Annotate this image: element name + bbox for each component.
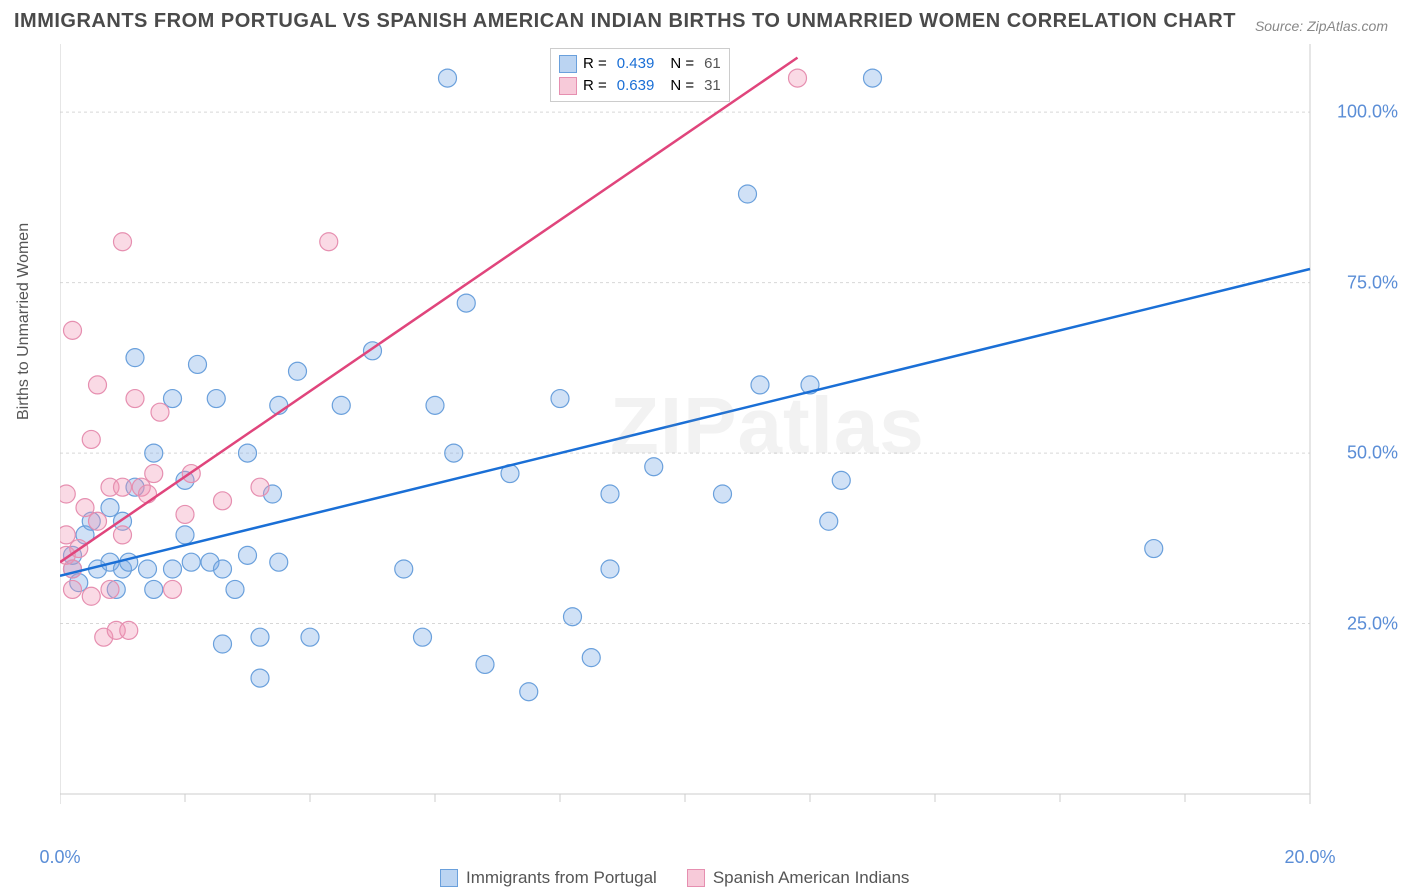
n-value: 61 — [704, 53, 721, 75]
plot-area — [60, 44, 1350, 834]
y-tick-label: 100.0% — [1337, 102, 1398, 123]
point-portugal — [120, 553, 138, 571]
point-spanish — [89, 376, 107, 394]
x-tick-label: 20.0% — [1284, 847, 1335, 868]
legend-swatch — [559, 55, 577, 73]
point-portugal — [1145, 540, 1163, 558]
legend-label: Immigrants from Portugal — [466, 868, 657, 888]
point-portugal — [457, 294, 475, 312]
point-spanish — [320, 233, 338, 251]
point-portugal — [551, 390, 569, 408]
point-portugal — [820, 512, 838, 530]
point-portugal — [239, 444, 257, 462]
point-portugal — [251, 628, 269, 646]
point-portugal — [476, 655, 494, 673]
point-portugal — [251, 669, 269, 687]
point-spanish — [789, 69, 807, 87]
point-portugal — [564, 608, 582, 626]
point-portugal — [414, 628, 432, 646]
point-portugal — [864, 69, 882, 87]
point-spanish — [151, 403, 169, 421]
n-value: 31 — [704, 75, 721, 97]
point-portugal — [214, 560, 232, 578]
r-value: 0.639 — [617, 75, 655, 97]
point-portugal — [301, 628, 319, 646]
point-portugal — [270, 553, 288, 571]
point-spanish — [114, 526, 132, 544]
point-portugal — [139, 560, 157, 578]
point-portugal — [189, 355, 207, 373]
y-axis-label: Births to Unmarried Women — [15, 223, 33, 420]
legend-series: Immigrants from Portugal Spanish American… — [440, 868, 909, 888]
point-spanish — [60, 485, 75, 503]
point-portugal — [395, 560, 413, 578]
point-spanish — [164, 580, 182, 598]
trendline-portugal — [60, 269, 1310, 576]
point-portugal — [332, 396, 350, 414]
point-spanish — [139, 485, 157, 503]
point-portugal — [176, 526, 194, 544]
point-portugal — [601, 560, 619, 578]
correlation-chart — [60, 44, 1350, 834]
point-portugal — [289, 362, 307, 380]
y-tick-label: 75.0% — [1347, 272, 1398, 293]
point-portugal — [145, 580, 163, 598]
n-label: N = — [670, 53, 694, 75]
point-spanish — [64, 580, 82, 598]
point-portugal — [207, 390, 225, 408]
point-spanish — [214, 492, 232, 510]
legend-swatch — [440, 869, 458, 887]
point-portugal — [426, 396, 444, 414]
point-spanish — [120, 621, 138, 639]
legend-item: Immigrants from Portugal — [440, 868, 657, 888]
point-portugal — [582, 649, 600, 667]
legend-item: Spanish American Indians — [687, 868, 910, 888]
point-spanish — [82, 430, 100, 448]
point-spanish — [176, 505, 194, 523]
y-tick-label: 25.0% — [1347, 613, 1398, 634]
point-portugal — [714, 485, 732, 503]
chart-title: IMMIGRANTS FROM PORTUGAL VS SPANISH AMER… — [14, 10, 1236, 33]
legend-swatch — [687, 869, 705, 887]
point-portugal — [601, 485, 619, 503]
point-portugal — [182, 553, 200, 571]
point-portugal — [439, 69, 457, 87]
point-spanish — [76, 499, 94, 517]
legend-stat-row: R = 0.639 N = 31 — [559, 75, 721, 97]
point-spanish — [89, 512, 107, 530]
point-portugal — [214, 635, 232, 653]
legend-swatch — [559, 77, 577, 95]
r-value: 0.439 — [617, 53, 655, 75]
n-label: N = — [670, 75, 694, 97]
point-portugal — [445, 444, 463, 462]
point-portugal — [739, 185, 757, 203]
legend-label: Spanish American Indians — [713, 868, 910, 888]
point-portugal — [520, 683, 538, 701]
legend-stats: R = 0.439 N = 61 R = 0.639 N = 31 — [550, 48, 730, 102]
point-portugal — [832, 471, 850, 489]
point-portugal — [164, 390, 182, 408]
legend-stat-row: R = 0.439 N = 61 — [559, 53, 721, 75]
point-portugal — [164, 560, 182, 578]
point-spanish — [251, 478, 269, 496]
point-portugal — [645, 458, 663, 476]
point-portugal — [126, 349, 144, 367]
r-label: R = — [583, 75, 607, 97]
point-portugal — [145, 444, 163, 462]
point-spanish — [126, 390, 144, 408]
point-spanish — [64, 321, 82, 339]
point-spanish — [101, 580, 119, 598]
point-spanish — [114, 233, 132, 251]
point-portugal — [101, 499, 119, 517]
point-spanish — [145, 465, 163, 483]
x-tick-label: 0.0% — [39, 847, 80, 868]
point-portugal — [226, 580, 244, 598]
point-spanish — [82, 587, 100, 605]
point-portugal — [239, 546, 257, 564]
y-tick-label: 50.0% — [1347, 443, 1398, 464]
r-label: R = — [583, 53, 607, 75]
source-attribution: Source: ZipAtlas.com — [1255, 18, 1388, 34]
point-spanish — [114, 478, 132, 496]
point-portugal — [751, 376, 769, 394]
